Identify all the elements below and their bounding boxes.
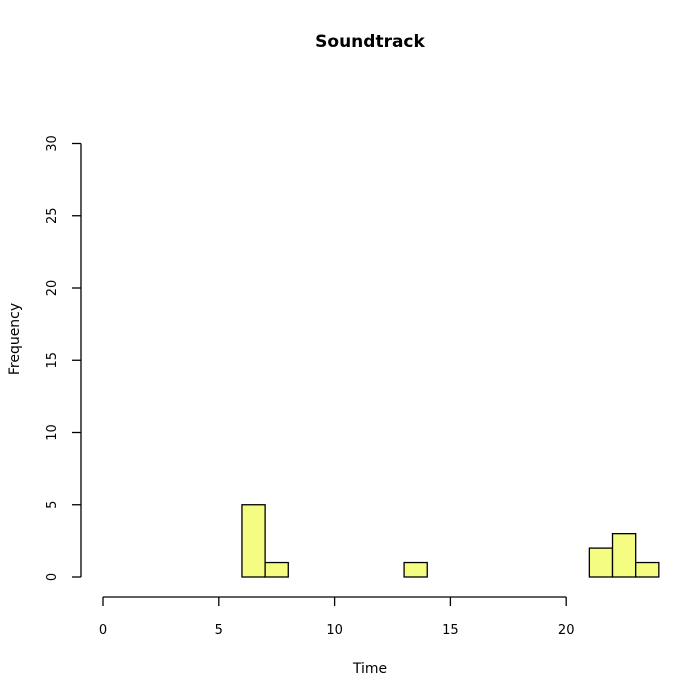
y-tick-label: 5	[45, 501, 60, 509]
y-axis: 0 5 10 15 20 25 30	[45, 135, 82, 581]
histogram-bar	[588, 547, 614, 578]
histogram-bar	[403, 561, 428, 578]
y-tick-label: 0	[45, 573, 60, 581]
y-tick-label: 15	[45, 352, 60, 369]
x-tick-label: 20	[558, 623, 575, 638]
y-tick-label: 10	[45, 424, 60, 441]
x-axis: 0 5 10 15 20	[99, 596, 575, 638]
bars-group	[241, 504, 660, 578]
x-axis-label: Time	[352, 661, 387, 677]
histogram-bar	[241, 504, 266, 578]
y-tick-label: 30	[45, 135, 60, 152]
y-axis-label: Frequency	[7, 303, 23, 375]
x-tick-label: 5	[215, 623, 223, 638]
x-tick-label: 15	[442, 623, 459, 638]
y-tick-label: 25	[45, 207, 60, 224]
histogram-bar	[611, 533, 637, 578]
x-tick-label: 0	[99, 623, 107, 638]
y-tick-label: 20	[45, 280, 60, 297]
chart-title: Soundtrack	[315, 32, 425, 52]
histogram-bar	[264, 561, 289, 578]
histogram-bar	[635, 561, 660, 578]
x-tick-label: 10	[326, 623, 343, 638]
